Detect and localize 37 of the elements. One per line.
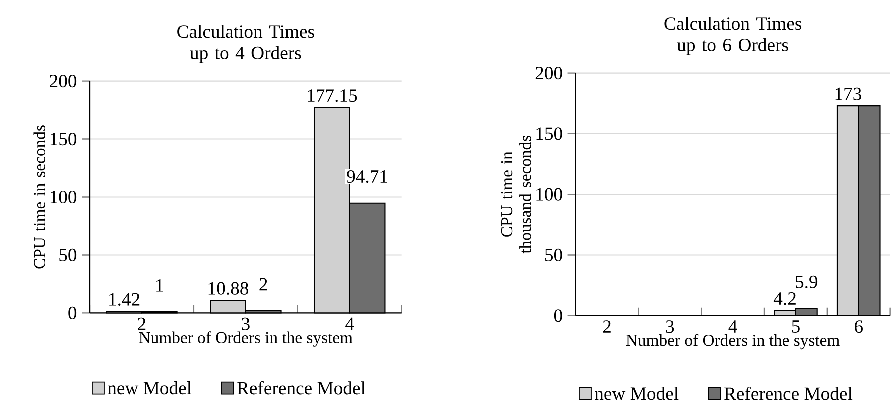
x-tick-label: 2 [138, 318, 146, 330]
x-axis-title: Number of Orders in the system [626, 334, 840, 350]
data-label: 2 [260, 278, 268, 291]
y-tick-label: 200 [536, 67, 562, 80]
x-tick-label: 5 [792, 320, 800, 334]
y-tick-label: 150 [50, 133, 77, 146]
x-tick-label: 6 [855, 320, 863, 334]
data-label: 177.15 [308, 90, 358, 102]
data-label: 173 [836, 88, 862, 101]
y-tick-label: 150 [536, 128, 562, 140]
x-tick-label: 2 [603, 320, 611, 334]
y-tick-label: 0 [68, 306, 77, 320]
chart-title: Calculation Times up to 4 Orders [178, 25, 314, 64]
x-axis-title: Number of Orders in the system [139, 332, 353, 348]
y-tick-label: 50 [60, 249, 77, 262]
y-tick-label: 100 [50, 191, 77, 204]
data-label: 1.42 [110, 293, 140, 306]
legend-label: new Model [108, 382, 192, 395]
y-tick-label: 200 [50, 75, 77, 88]
y-axis-title: CPU time in seconds [34, 126, 46, 269]
data-label: 10.88 [208, 282, 249, 296]
data-label: 5.9 [796, 276, 818, 289]
x-tick-label: 3 [666, 320, 674, 334]
legend-label: new Model [595, 387, 679, 400]
x-tick-label: 4 [346, 318, 354, 330]
y-axis-title: CPU time in thousand seconds [501, 136, 532, 254]
legend-label: Reference Model [238, 381, 366, 395]
x-tick-label: 3 [242, 318, 250, 331]
x-tick-label: 4 [728, 320, 738, 333]
legend-label: Reference Model [724, 387, 853, 400]
y-tick-label: 50 [546, 249, 562, 262]
chart-title: Calculation Times up to 6 Orders [664, 17, 802, 56]
y-tick-label: 100 [536, 188, 562, 201]
data-label: 94.71 [347, 170, 388, 184]
data-label: 4.2 [774, 292, 796, 306]
y-tick-label: 0 [554, 310, 562, 322]
data-label: 1 [156, 280, 164, 292]
